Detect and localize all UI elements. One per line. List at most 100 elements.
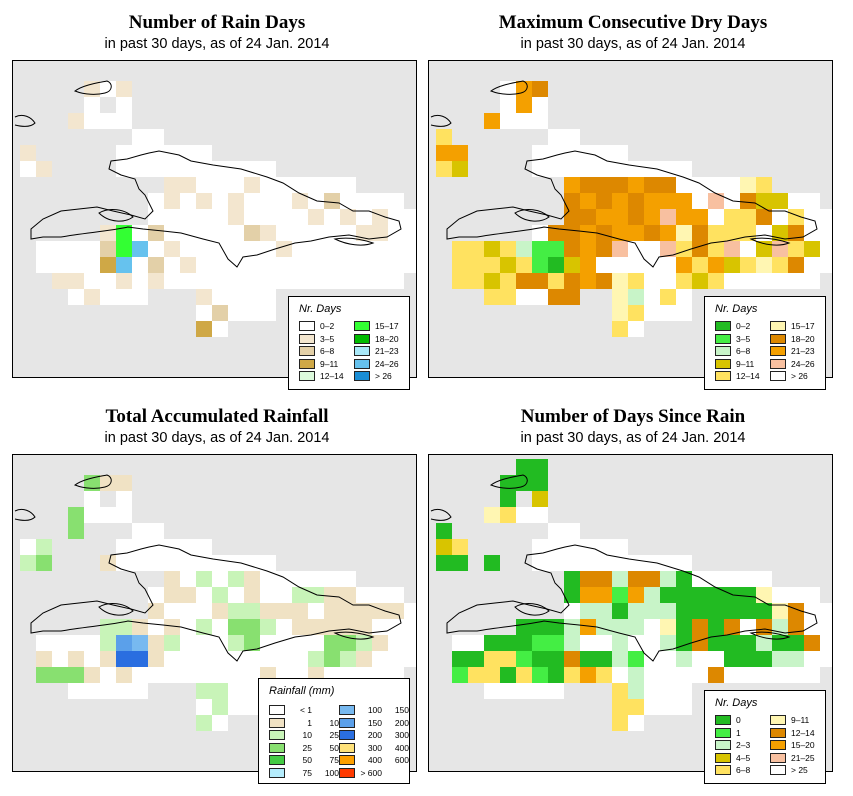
land-cell xyxy=(596,161,612,177)
grid-cell xyxy=(36,539,52,555)
land-cell xyxy=(212,241,228,257)
grid-cell xyxy=(644,209,660,225)
legend-label: > 25 xyxy=(791,765,808,775)
land-cell xyxy=(68,241,84,257)
land-cell xyxy=(612,667,628,683)
land-cell xyxy=(260,289,276,305)
legend-title: Nr. Days xyxy=(299,303,342,315)
grid-cell xyxy=(100,651,116,667)
grid-cell xyxy=(676,651,692,667)
land-cell xyxy=(564,539,580,555)
land-cell xyxy=(788,587,804,603)
panel-rainfall: Total Accumulated Rainfall in past 30 da… xyxy=(12,406,422,796)
land-cell xyxy=(804,603,820,619)
land-cell xyxy=(148,161,164,177)
grid-cell xyxy=(516,273,532,289)
grid-cell xyxy=(84,667,100,683)
grid-cell xyxy=(116,667,132,683)
land-cell xyxy=(532,113,548,129)
grid-cell xyxy=(196,619,212,635)
land-cell xyxy=(564,603,580,619)
grid-cell xyxy=(692,635,708,651)
grid-cell xyxy=(468,651,484,667)
land-cell xyxy=(516,507,532,523)
grid-cell xyxy=(340,209,356,225)
legend-swatch xyxy=(715,765,731,775)
legend-item: 100 150 xyxy=(339,705,409,715)
land-cell xyxy=(116,507,132,523)
panel-title: Number of Days Since Rain xyxy=(520,406,746,427)
grid-cell xyxy=(484,507,500,523)
grid-cell xyxy=(660,209,676,225)
grid-cell xyxy=(740,209,756,225)
land-cell xyxy=(356,193,372,209)
legend-swatch xyxy=(715,727,731,738)
land-cell xyxy=(500,97,516,113)
land-cell xyxy=(36,257,52,273)
grid-cell xyxy=(532,475,548,491)
grid-cell xyxy=(196,571,212,587)
land-cell xyxy=(580,145,596,161)
land-cell xyxy=(196,539,212,555)
grid-cell xyxy=(532,491,548,507)
grid-cell xyxy=(612,571,628,587)
legend-item: 3–5 xyxy=(299,333,359,344)
land-cell xyxy=(196,257,212,273)
legend-range-low: 25 xyxy=(302,742,312,753)
grid-cell xyxy=(628,603,644,619)
land-cell xyxy=(532,97,548,113)
land-cell xyxy=(740,241,756,257)
grid-cell xyxy=(516,257,532,273)
land-cell xyxy=(100,81,116,97)
land-cell xyxy=(644,289,660,305)
legend-swatch xyxy=(299,346,315,356)
land-cell xyxy=(804,225,820,241)
grid-cell xyxy=(100,619,116,635)
grid-cell xyxy=(788,241,804,257)
land-cell xyxy=(708,651,724,667)
grid-cell xyxy=(164,619,180,635)
grid-cell xyxy=(660,587,676,603)
grid-cell xyxy=(68,667,84,683)
legend-item: 6–8 xyxy=(299,346,359,356)
land-cell xyxy=(212,571,228,587)
grid-cell xyxy=(740,603,756,619)
grid-cell xyxy=(324,193,340,209)
legend-item: 24–26 xyxy=(770,358,830,369)
legend-item: 12–14 xyxy=(715,371,775,381)
grid-cell xyxy=(516,81,532,97)
grid-cell xyxy=(564,241,580,257)
land-cell xyxy=(180,209,196,225)
land-cell xyxy=(244,161,260,177)
land-cell xyxy=(804,257,820,273)
land-cell xyxy=(820,619,832,635)
land-cell xyxy=(532,289,548,305)
land-cell xyxy=(660,273,676,289)
legend-range-low: 75 xyxy=(302,767,312,778)
grid-cell xyxy=(564,225,580,241)
legend-item: 400 600 xyxy=(339,755,409,765)
land-cell xyxy=(388,651,404,667)
grid-cell xyxy=(532,635,548,651)
grid-cell xyxy=(788,209,804,225)
grid-cell xyxy=(644,225,660,241)
island-outline xyxy=(489,80,528,95)
land-cell xyxy=(116,683,132,699)
legend-swatch xyxy=(354,333,370,344)
grid-cell xyxy=(148,651,164,667)
grid-cell xyxy=(356,651,372,667)
grid-cell xyxy=(196,683,212,699)
map-canvas xyxy=(14,80,416,337)
grid-cell xyxy=(324,603,340,619)
land-cell xyxy=(244,305,260,321)
grid-cell xyxy=(292,619,308,635)
legend-item: 2–3 xyxy=(715,740,775,750)
legend-swatch xyxy=(770,371,786,381)
land-cell xyxy=(276,587,292,603)
map-since-rain xyxy=(428,454,833,772)
grid-cell xyxy=(260,225,276,241)
land-cell xyxy=(84,635,100,651)
grid-cell xyxy=(788,635,804,651)
land-cell xyxy=(388,273,404,289)
land-cell xyxy=(756,667,772,683)
